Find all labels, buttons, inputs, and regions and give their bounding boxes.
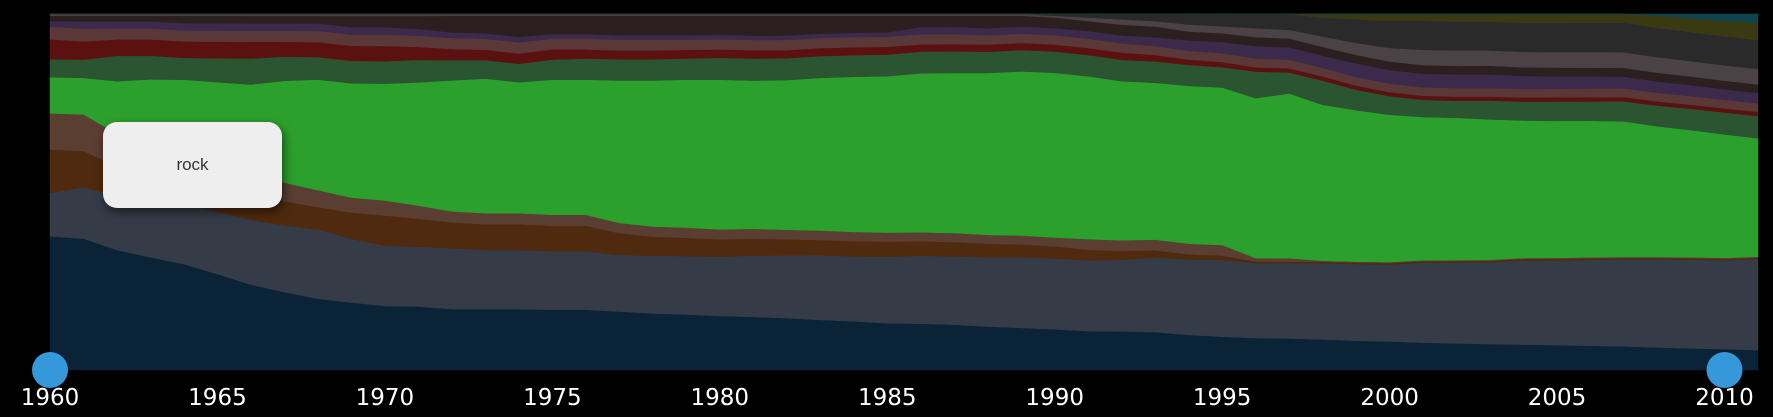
x-tick-label-2005: 2005: [1528, 385, 1587, 411]
x-tick-label-1960: 1960: [21, 385, 80, 411]
x-axis: 1960 1965 1970 1975 1980 1985 1990 1995 2000 2005…: [21, 385, 1754, 411]
tooltip-label: rock: [176, 155, 209, 174]
range-end-handle[interactable]: [1706, 352, 1743, 388]
area-layers: [49, 13, 1759, 371]
area-series-15[interactable]: [50, 13, 1759, 23]
x-tick-label-1990: 1990: [1025, 385, 1084, 411]
x-tick-label-1965: 1965: [188, 385, 247, 411]
range-start-handle[interactable]: [32, 352, 68, 388]
range-handles[interactable]: [32, 352, 1743, 388]
genre-tooltip: rock: [103, 122, 282, 208]
x-tick-label-1970: 1970: [356, 385, 415, 411]
x-tick-label-2000: 2000: [1360, 385, 1419, 411]
x-tick-label-1980: 1980: [691, 385, 750, 411]
x-tick-label-2010: 2010: [1695, 385, 1754, 411]
x-tick-label-1985: 1985: [858, 385, 917, 411]
x-tick-label-1995: 1995: [1193, 385, 1252, 411]
x-tick-label-1975: 1975: [523, 385, 582, 411]
